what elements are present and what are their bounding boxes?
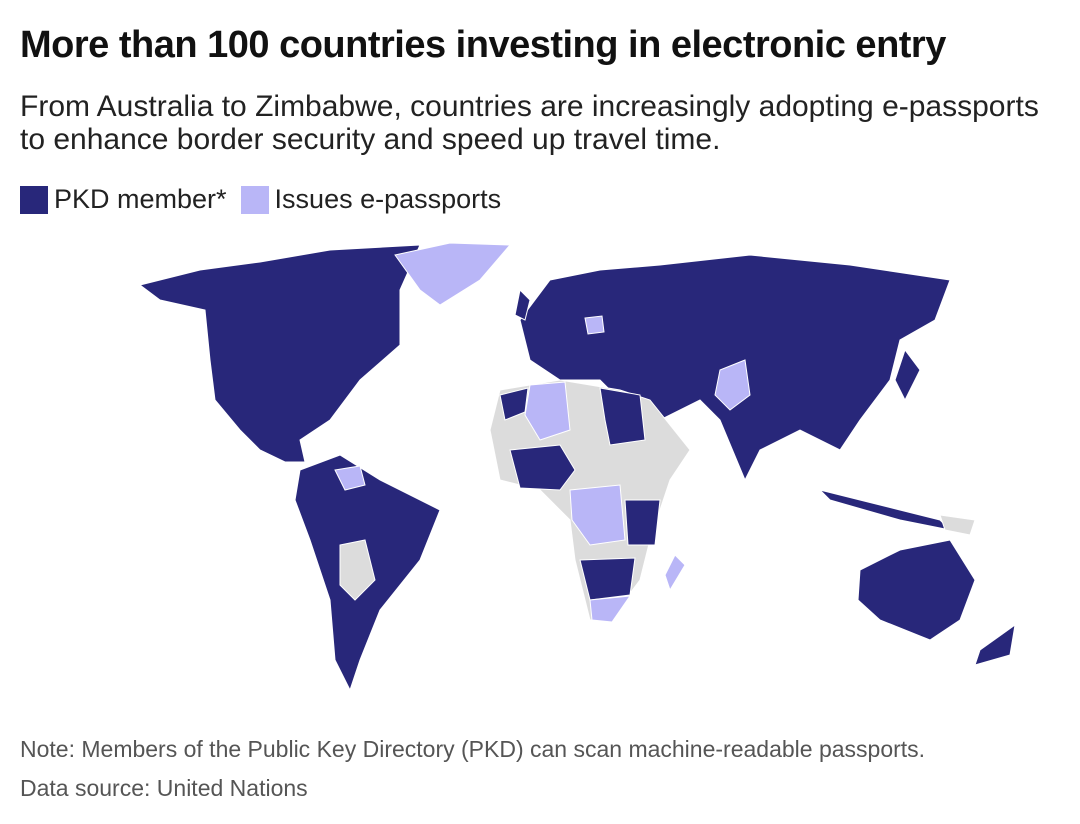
legend-label: Issues e-passports [274, 184, 502, 214]
title: More than 100 countries investing in ele… [20, 24, 946, 66]
algeria [524, 381, 571, 441]
west-africa [509, 444, 576, 491]
legend-swatch [240, 185, 269, 214]
papua [939, 514, 976, 536]
southern-africa [579, 557, 636, 601]
legend-swatch [20, 185, 48, 214]
south-america-region [339, 539, 376, 601]
south-africa [589, 595, 632, 623]
venezuela [334, 465, 366, 491]
legend-item: PKD member* [20, 184, 227, 215]
poland [584, 315, 605, 335]
japan [894, 348, 921, 402]
indonesia [818, 489, 952, 531]
legend-item: Issues e-passports [240, 184, 502, 215]
uk [514, 288, 531, 321]
pakistan-region [714, 359, 751, 411]
legend-label: PKD member* [54, 184, 227, 214]
world-map [138, 242, 1016, 692]
legend: PKD member* Issues e-passports [20, 184, 501, 215]
note: Note: Members of the Public Key Director… [20, 736, 926, 762]
morocco [499, 387, 529, 421]
new-zealand [974, 623, 1016, 666]
subtitle: From Australia to Zimbabwe, countries ar… [20, 90, 1039, 156]
greenland [394, 242, 512, 306]
central-africa [569, 484, 626, 546]
australia [857, 539, 976, 641]
east-africa [624, 499, 661, 546]
north-africa [599, 387, 646, 446]
north-america [138, 244, 421, 463]
madagascar [664, 554, 686, 592]
source: Data source: United Nations [20, 775, 308, 801]
